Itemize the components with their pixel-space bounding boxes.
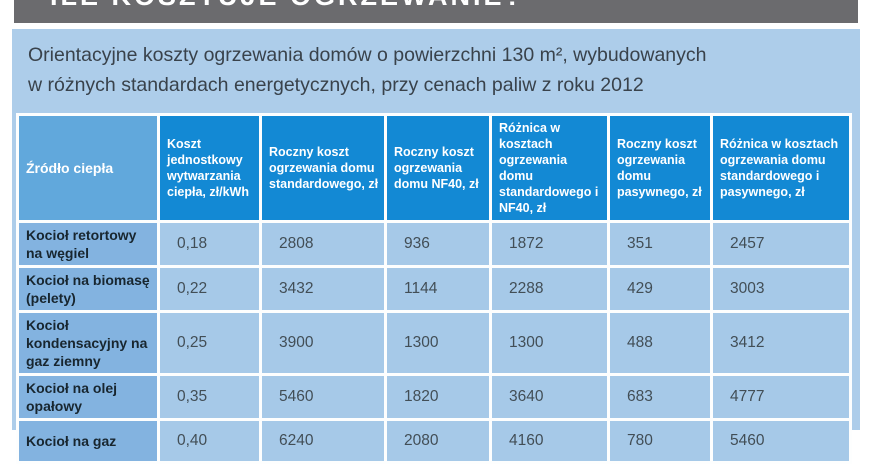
cell-value: 1300 <box>387 313 489 373</box>
cell-value: 0,35 <box>160 376 259 418</box>
cell-value: 3003 <box>713 268 849 310</box>
infographic-page: { "title_bar": { "title": "ILE KOSZTUJE … <box>12 0 860 461</box>
cell-value: 1872 <box>492 223 607 265</box>
header-heat-source: Źródło ciepła <box>19 116 157 220</box>
header-annual-cost-standard: Roczny koszt ogrzewania domu standardowe… <box>262 116 384 220</box>
cell-value: 2808 <box>262 223 384 265</box>
table-row: Kocioł na gaz 0,40 6240 2080 4160 780 54… <box>19 421 849 461</box>
intro-text: Orientacyjne koszty ogrzewania domów o p… <box>28 40 848 100</box>
cell-value: 0,18 <box>160 223 259 265</box>
table-row: Kocioł na biomasę (pelety) 0,22 3432 114… <box>19 268 849 310</box>
cell-value: 3900 <box>262 313 384 373</box>
row-label: Kocioł retortowy na węgiel <box>19 223 157 265</box>
intro-line-1: Orientacyjne koszty ogrzewania domów o p… <box>28 44 707 66</box>
row-label: Kocioł kondensacyjny na gaz ziemny <box>19 313 157 373</box>
cell-value: 488 <box>610 313 710 373</box>
title-bar: ILE KOSZTUJE OGRZEWANIE? <box>14 0 858 23</box>
cell-value: 2080 <box>387 421 489 461</box>
cell-value: 0,40 <box>160 421 259 461</box>
cell-value: 5460 <box>262 376 384 418</box>
cell-value: 936 <box>387 223 489 265</box>
row-label: Kocioł na gaz <box>19 421 157 461</box>
cell-value: 683 <box>610 376 710 418</box>
header-annual-cost-nf40: Roczny koszt ogrzewania domu NF40, zł <box>387 116 489 220</box>
table-row: Kocioł na olej opałowy 0,35 5460 1820 36… <box>19 376 849 418</box>
cell-value: 351 <box>610 223 710 265</box>
cell-value: 5460 <box>713 421 849 461</box>
table-row: Kocioł retortowy na węgiel 0,18 2808 936… <box>19 223 849 265</box>
intro-line-2: w różnych standardach energetycznych, pr… <box>28 74 644 96</box>
cell-value: 1820 <box>387 376 489 418</box>
cell-value: 1144 <box>387 268 489 310</box>
cell-value: 4777 <box>713 376 849 418</box>
cell-value: 780 <box>610 421 710 461</box>
row-label: Kocioł na olej opałowy <box>19 376 157 418</box>
page-title: ILE KOSZTUJE OGRZEWANIE? <box>50 0 524 12</box>
header-unit-cost: Koszt jednostkowy wytwarzania ciepła, zł… <box>160 116 259 220</box>
heating-costs-table: Źródło ciepła Koszt jednostkowy wytwarza… <box>16 113 852 464</box>
cell-value: 3412 <box>713 313 849 373</box>
cell-value: 0,22 <box>160 268 259 310</box>
header-annual-cost-passive: Roczny koszt ogrzewania domu pasywnego, … <box>610 116 710 220</box>
table-row: Kocioł kondensacyjny na gaz ziemny 0,25 … <box>19 313 849 373</box>
cell-value: 4160 <box>492 421 607 461</box>
cell-value: 0,25 <box>160 313 259 373</box>
cell-value: 429 <box>610 268 710 310</box>
header-row: Źródło ciepła Koszt jednostkowy wytwarza… <box>19 116 849 220</box>
cell-value: 6240 <box>262 421 384 461</box>
cell-value: 3432 <box>262 268 384 310</box>
cell-value: 2457 <box>713 223 849 265</box>
header-diff-standard-nf40: Różnica w kosztach ogrzewania domu stand… <box>492 116 607 220</box>
cell-value: 1300 <box>492 313 607 373</box>
cell-value: 2288 <box>492 268 607 310</box>
cell-value: 3640 <box>492 376 607 418</box>
header-diff-standard-passive: Różnica w kosztach ogrzewania domu stand… <box>713 116 849 220</box>
row-label: Kocioł na biomasę (pelety) <box>19 268 157 310</box>
